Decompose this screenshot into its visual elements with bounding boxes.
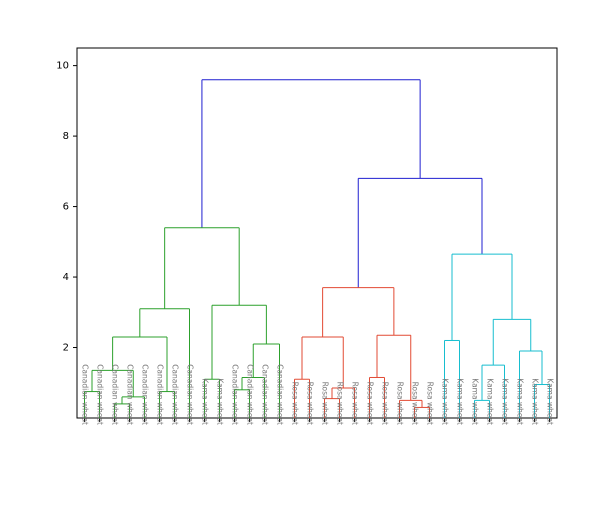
- dendrogram-svg: 2 4 6 8 10 Canadian wheat Canadian wheat Canadi…: [0, 0, 600, 516]
- svg-text:6: 6: [63, 202, 69, 213]
- x-label: Canadian wheat: [96, 364, 105, 425]
- svg-text:8: 8: [63, 131, 69, 142]
- x-label: Canadian wheat: [186, 364, 195, 425]
- x-label: Kama wheat: [456, 378, 465, 425]
- x-label: Canadian wheat: [246, 364, 255, 425]
- x-label: Rosa wheat: [396, 382, 405, 425]
- x-label: Canadian wheat: [111, 364, 120, 425]
- x-label: Rosa wheat: [366, 382, 375, 425]
- x-label: Canadian wheat: [156, 364, 165, 425]
- x-label: Kama wheat: [531, 378, 540, 425]
- x-label: Canadian wheat: [171, 364, 180, 425]
- x-label: Kama wheat: [216, 378, 225, 425]
- x-label: Kama wheat: [516, 378, 525, 425]
- x-label: Kama wheat: [441, 378, 450, 425]
- x-label: Rosa wheat: [426, 382, 435, 425]
- x-label: Kama wheat: [486, 378, 495, 425]
- dendrogram-chart: 2 4 6 8 10 Canadian wheat Canadian wheat Canadi…: [0, 0, 600, 516]
- x-label: Rosa wheat: [291, 382, 300, 425]
- x-label: Rosa wheat: [411, 382, 420, 425]
- x-label: Canadian wheat: [231, 364, 240, 425]
- x-label: Rosa wheat: [336, 382, 345, 425]
- x-label: Canadian wheat: [141, 364, 150, 425]
- x-label: Canadian wheat: [126, 364, 135, 425]
- x-label: Kama wheat: [501, 378, 510, 425]
- svg-text:10: 10: [56, 61, 69, 72]
- svg-text:2: 2: [63, 343, 69, 354]
- x-label: Rosa wheat: [351, 382, 360, 425]
- x-label: Rosa wheat: [381, 382, 390, 425]
- x-label: Kama wheat: [201, 378, 210, 425]
- x-label: Canadian wheat: [276, 364, 285, 425]
- x-label: Rosa wheat: [321, 382, 330, 425]
- x-label: Canadian wheat: [261, 364, 270, 425]
- x-label: Kama wheat: [546, 378, 555, 425]
- x-label: Kama wheat: [471, 378, 480, 425]
- x-label: Canadian wheat: [81, 364, 90, 425]
- svg-text:4: 4: [63, 272, 69, 283]
- x-label: Rosa wheat: [306, 382, 315, 425]
